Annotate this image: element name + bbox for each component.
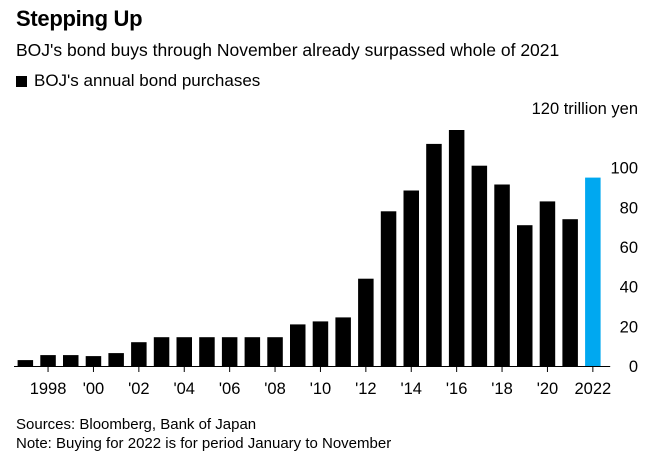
x-tick-label-1998: 1998 (30, 380, 67, 398)
bar-2018 (494, 184, 510, 366)
y-tick-label-20: 20 (620, 318, 638, 336)
x-tick-label-2018: '18 (491, 380, 513, 398)
footnote: Note: Buying for 2022 is for period Janu… (16, 435, 392, 452)
x-tick-label-2012: '12 (355, 380, 377, 398)
x-tick-label-2022: 2022 (574, 380, 611, 398)
bar-2008 (267, 337, 283, 366)
y-tick-label-80: 80 (620, 199, 638, 217)
bar-2016 (448, 130, 465, 366)
bars-group (17, 130, 601, 366)
bar-2007 (244, 337, 261, 366)
bar-2012 (358, 278, 374, 366)
bar-2004 (176, 337, 192, 366)
bar-2000 (85, 356, 102, 366)
x-tick-label-2000: '00 (83, 380, 105, 398)
y-tick-label-100: 100 (610, 160, 638, 178)
bar-2003 (153, 337, 170, 366)
bar-2005 (199, 337, 215, 366)
y-axis: 0 20 40 60 80 100 120 trillion yen (532, 100, 638, 376)
chart-title: Stepping Up (16, 6, 143, 31)
x-tick-label-2008: '08 (264, 380, 286, 398)
x-tick-label-2002: '02 (128, 380, 150, 398)
bar-2019 (517, 225, 533, 366)
y-tick-label-60: 60 (620, 239, 638, 257)
x-tick-label-2020: '20 (537, 380, 559, 398)
bar-2021 (562, 219, 578, 366)
y-axis-unit-label: 120 trillion yen (532, 100, 638, 118)
bar-1997 (17, 360, 34, 366)
bar-2022 (585, 177, 601, 366)
sources-note: Sources: Bloomberg, Bank of Japan (16, 416, 257, 433)
bar-2009 (290, 324, 306, 366)
bar-2006 (221, 337, 238, 366)
bar-2014 (403, 190, 419, 366)
x-tick-label-2016: '16 (446, 380, 468, 398)
x-tick-label-2006: '06 (219, 380, 241, 398)
bar-2013 (380, 211, 397, 366)
bar-2002 (131, 342, 147, 366)
chart-subtitle: BOJ's bond buys through November already… (16, 40, 560, 60)
legend-swatch (16, 75, 27, 87)
bar-1999 (63, 355, 79, 366)
y-tick-label-40: 40 (620, 279, 638, 297)
x-tick-label-2004: '04 (173, 380, 195, 398)
bar-2017 (471, 165, 488, 366)
bar-2020 (539, 201, 556, 366)
bar-2001 (108, 353, 124, 366)
bar-2015 (426, 143, 442, 366)
chart-footer: Sources: Bloomberg, Bank of Japan Note: … (16, 415, 391, 453)
legend-label: BOJ's annual bond purchases (34, 71, 261, 90)
bar-2011 (335, 317, 351, 366)
x-tick-label-2014: '14 (400, 380, 422, 398)
x-tick-label-2010: '10 (310, 380, 332, 398)
y-tick-label-0: 0 (629, 358, 638, 376)
chart-legend: BOJ's annual bond purchases (16, 71, 260, 91)
bar-2010 (312, 321, 329, 366)
bar-1998 (40, 355, 56, 366)
x-axis: 1998 '00 '02 '04 '06 '08 '10 '12 '14 '16 '18 '20 202… (14, 366, 611, 398)
